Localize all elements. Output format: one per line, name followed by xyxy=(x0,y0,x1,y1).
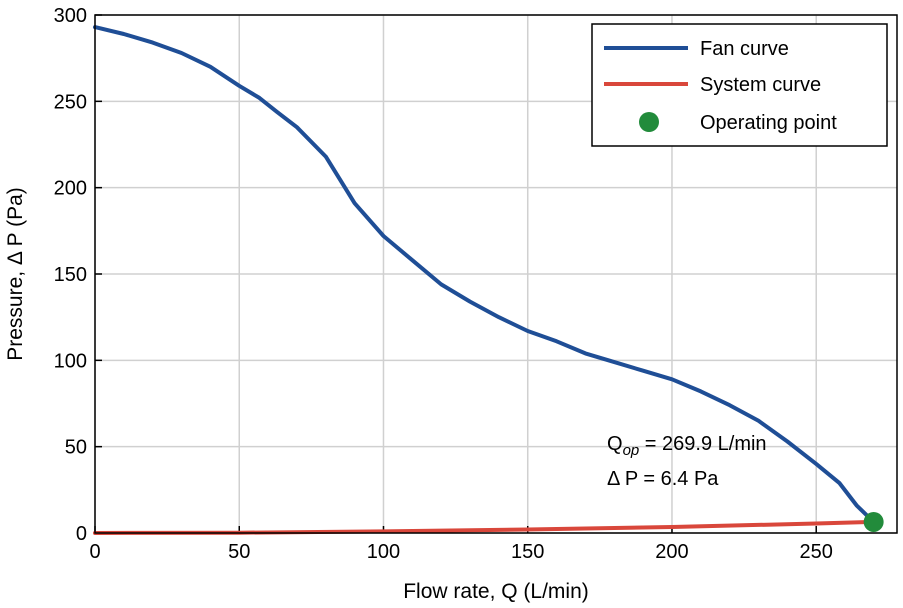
y-tick-label: 150 xyxy=(54,264,87,286)
annotation-q-subscript: op xyxy=(623,442,640,459)
annotation-flow-rate: Qop = 269.9 L/min xyxy=(607,433,767,459)
y-tick-label: 100 xyxy=(54,350,87,372)
legend-label-fan-curve: Fan curve xyxy=(700,38,789,60)
x-tick-label: 100 xyxy=(367,541,400,563)
series-line-system-curve xyxy=(93,519,876,535)
x-axis-label: Flow rate, Q (L/min) xyxy=(403,580,589,603)
y-axis-label: Pressure, Δ P (Pa) xyxy=(4,187,27,361)
axis-ticks: 0 50 100 150 200 250 0 50 100 150 200 250 300 xyxy=(54,5,833,563)
plot-frame xyxy=(94,14,898,534)
operating-point-marker xyxy=(863,511,884,532)
legend-swatch-operating-point xyxy=(639,112,659,132)
x-tick-label: 50 xyxy=(228,541,250,563)
legend-label-operating-point: Operating point xyxy=(700,112,837,134)
annotation-q-prefix: Q xyxy=(607,433,623,455)
legend-label-system-curve: System curve xyxy=(700,74,821,96)
legend: Fan curve System curve Operating point xyxy=(591,23,888,147)
y-tick-label: 250 xyxy=(54,91,87,113)
y-tick-label: 200 xyxy=(54,178,87,200)
y-tick-label: 0 xyxy=(76,523,87,545)
x-tick-label: 0 xyxy=(89,541,100,563)
annotation-pressure: Δ P = 6.4 Pa xyxy=(607,468,719,490)
x-tick-label: 250 xyxy=(800,541,833,563)
x-tick-label: 150 xyxy=(511,541,544,563)
y-tick-label: 50 xyxy=(65,437,87,459)
annotation-q-suffix: = 269.9 L/min xyxy=(639,433,766,455)
series-line-fan-curve xyxy=(93,25,876,524)
x-tick-label: 200 xyxy=(655,541,688,563)
y-tick-label: 300 xyxy=(54,5,87,27)
